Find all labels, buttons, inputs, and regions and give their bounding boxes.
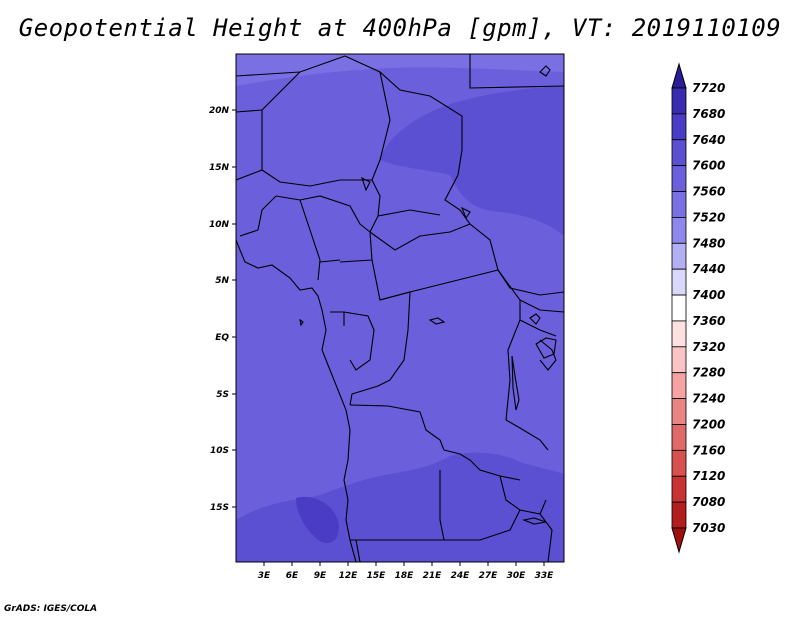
- colorbar-swatch: [671, 87, 687, 115]
- axis-ticks: [232, 109, 545, 566]
- lon-tick-labels: 3E 6E 9E 12E 15E 18E 21E 24E 27E 30E 33E: [258, 571, 554, 581]
- colorbar-swatch: [671, 346, 687, 374]
- colorbar-swatch: [671, 320, 687, 348]
- field-7520-7560-north: [236, 54, 564, 86]
- lon-tick-12e: 12E: [339, 571, 359, 581]
- lat-tick-15n: 15N: [209, 163, 230, 173]
- lon-tick-15e: 15E: [367, 571, 387, 581]
- colorbar-bottom-arrow: [671, 527, 687, 554]
- lon-tick-18e: 18E: [395, 571, 415, 581]
- colorbar-label: 7200: [692, 417, 725, 431]
- colorbar-swatch: [671, 113, 687, 141]
- colorbar-swatch: [671, 191, 687, 218]
- colorbar-swatch: [671, 501, 687, 529]
- colorbar-label: 7480: [692, 236, 725, 250]
- lat-tick-15s: 15S: [210, 503, 229, 513]
- lat-tick-10s: 10S: [210, 446, 229, 456]
- lat-tick-20n: 20N: [209, 106, 230, 116]
- colorbar-swatch: [671, 372, 687, 399]
- colorbar-label: 7320: [692, 340, 725, 354]
- colorbar-swatch: [671, 294, 687, 322]
- lat-tick-labels: 20N 15N 10N 5N EQ 5S 10S 15S: [209, 106, 230, 513]
- colorbar-label: 7560: [692, 185, 725, 199]
- colorbar-top-arrow: [671, 62, 687, 89]
- lon-tick-30e: 30E: [507, 571, 527, 581]
- colorbar-label: 7120: [692, 469, 725, 483]
- lon-tick-21e: 21E: [423, 571, 443, 581]
- colorbar-label: 7680: [692, 107, 725, 121]
- colorbar-swatch: [671, 242, 687, 270]
- colorbar-label: 7080: [692, 495, 725, 509]
- lon-tick-27e: 27E: [479, 571, 499, 581]
- colorbar-label: 7520: [692, 210, 725, 224]
- height-field: [236, 54, 564, 562]
- colorbar-swatch: [671, 449, 687, 477]
- colorbar-label: 7280: [692, 366, 725, 380]
- field-7640-blob: [296, 496, 339, 544]
- colorbar-swatch: [671, 139, 687, 167]
- map-frame: [235, 53, 565, 563]
- lon-tick-33e: 33E: [535, 571, 555, 581]
- lat-tick-10n: 10N: [209, 220, 230, 230]
- colorbar-swatch: [671, 217, 687, 244]
- colorbar-label: 7360: [692, 314, 725, 328]
- colorbar-label: 7720: [692, 81, 725, 95]
- lat-tick-eq: EQ: [215, 333, 229, 343]
- lon-tick-9e: 9E: [314, 571, 327, 581]
- lon-tick-24e: 24E: [451, 571, 471, 581]
- colorbar-swatch: [671, 398, 687, 425]
- colorbar-swatch: [671, 268, 687, 296]
- colorbar-label: 7640: [692, 133, 725, 147]
- colorbar-label: 7240: [692, 392, 725, 406]
- lon-tick-6e: 6E: [286, 571, 299, 581]
- colorbar-label: 7030: [692, 521, 725, 535]
- colorbar: 7720 7680 7640 7600 7560 7520 7480 7440 7400 7360…: [671, 62, 725, 554]
- lat-tick-5n: 5N: [215, 276, 229, 286]
- colorbar-label: 7400: [692, 288, 725, 302]
- colorbar-swatch: [671, 475, 687, 503]
- colorbar-label: 7160: [692, 443, 725, 457]
- field-7600-7640-northeast: [380, 86, 564, 236]
- coastlines-borders: [236, 54, 564, 562]
- lat-tick-5s: 5S: [216, 390, 229, 400]
- chart-title: Geopotential Height at 400hPa [gpm], VT:…: [18, 14, 782, 42]
- colorbar-label: 7600: [692, 159, 725, 173]
- colorbar-label: 7440: [692, 262, 725, 276]
- colorbar-swatch: [671, 424, 687, 451]
- colorbar-swatch: [671, 165, 687, 192]
- lon-tick-3e: 3E: [258, 571, 271, 581]
- grads-credit: GrADS: IGES/COLA: [4, 604, 98, 614]
